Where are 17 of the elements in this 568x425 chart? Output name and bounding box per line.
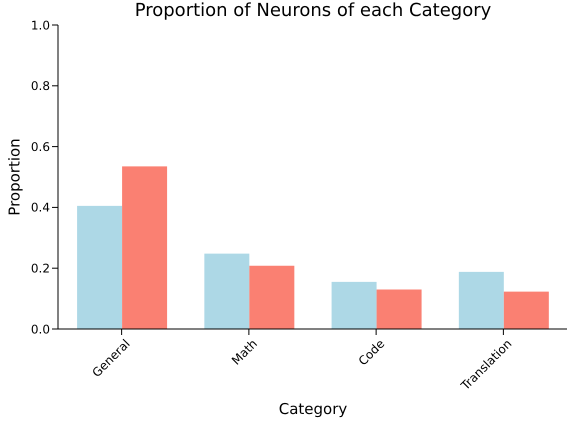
y-tick-label: 0.4: [30, 200, 50, 215]
y-tick-label: 1.0: [30, 18, 50, 32]
y-tick-label: 0.6: [30, 140, 50, 154]
bar: [77, 206, 122, 329]
y-axis-title: Proportion: [6, 138, 24, 216]
bar: [204, 254, 250, 329]
bar: [249, 266, 294, 329]
bar: [458, 272, 504, 329]
bar: [122, 166, 168, 329]
y-tick-label: 0.8: [30, 79, 50, 94]
bar: [376, 289, 422, 329]
chart-title: Proportion of Neurons of each Category: [134, 0, 492, 21]
x-axis-title: Category: [278, 400, 348, 418]
bar: [332, 282, 377, 329]
bar: [504, 292, 549, 329]
y-tick-label: 0.0: [30, 322, 50, 336]
y-tick-label: 0.2: [30, 261, 50, 276]
